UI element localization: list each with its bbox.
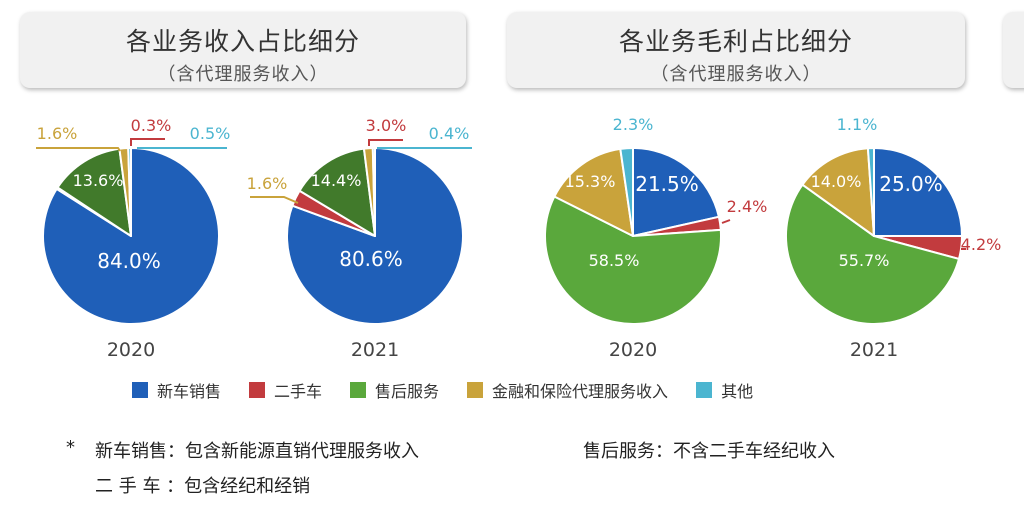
pie-label-2-used-car: 2.4%: [727, 197, 768, 216]
pie-leader-1-used-car: [368, 139, 403, 146]
pie-label-3-after-sales: 55.7%: [839, 251, 890, 270]
pie-slice-2-after-sales: [544, 195, 722, 325]
footnote-after-sales: 售后服务：不含二手车经纪收入: [583, 441, 835, 462]
pie-charts: 84.0% 0.3% 13.6% 1.6% 0.5% 2020 80.6% 3.0% 14.4%…: [36, 115, 1002, 361]
cut-off-title-box: [1003, 12, 1024, 88]
pie-slice-2-other: [619, 147, 634, 237]
year-label-2: 2020: [609, 339, 657, 361]
pie-slice-1-after-sales: [298, 147, 376, 237]
pie-label-1-finance-insurance: 1.6%: [247, 174, 288, 193]
legend-label-finance-insurance: 金融和保险代理服务收入: [492, 382, 669, 401]
pie-label-2-finance-insurance: 15.3%: [565, 172, 616, 191]
pie-label-0-used-car: 0.3%: [131, 116, 172, 135]
pie-slice-2-finance-insurance: [553, 147, 634, 237]
pie-label-1-used-car: 3.0%: [366, 116, 407, 135]
pie-slice-3-finance-insurance: [801, 147, 875, 237]
legend-item-other: 其他: [696, 378, 753, 402]
pie-label-0-other: 0.5%: [190, 124, 231, 143]
legend-item-used-car: 二手车: [249, 378, 322, 402]
pie-label-2-other: 2.3%: [613, 115, 654, 134]
pie-leader-0-used-car: [130, 138, 165, 146]
profit-title-box: 各业务毛利占比细分 （含代理服务收入）: [507, 12, 965, 88]
pie-leader-2-used-car: [721, 219, 731, 224]
legend-item-finance-insurance: 金融和保险代理服务收入: [467, 378, 668, 402]
pie-slice-1-other: [371, 147, 376, 237]
pie-label-0-finance-insurance: 1.6%: [37, 124, 78, 143]
pie-label-0-after-sales: 13.6%: [73, 171, 124, 190]
legend-label-other: 其他: [721, 382, 754, 401]
revenue-panel-subtitle: （含代理服务收入）: [157, 64, 329, 85]
year-label-3: 2021: [850, 339, 898, 361]
pie-label-1-new-car: 80.6%: [339, 247, 403, 271]
pie-label-1-other: 0.4%: [429, 124, 470, 143]
legend-swatch-other: [696, 382, 713, 398]
legend: 新车销售 二手车 售后服务 金融和保险代理服务收入 其他: [132, 378, 781, 402]
pie-slice-3-after-sales: [785, 183, 960, 325]
pie-label-2-new-car: 21.5%: [635, 172, 699, 196]
legend-swatch-after-sales: [350, 382, 367, 398]
profit-panel-title: 各业务毛利占比细分: [618, 27, 853, 56]
legend-item-new-car: 新车销售: [132, 378, 221, 402]
footnote-used-car: 二 手 车 ：包含经纪和经销: [95, 476, 311, 497]
year-label-0: 2020: [107, 339, 155, 361]
pie-slice-0-other: [127, 146, 132, 237]
legend-label-used-car: 二手车: [274, 382, 323, 401]
legend-swatch-used-car: [249, 382, 266, 398]
pie-label-2-after-sales: 58.5%: [589, 251, 640, 270]
footnote-star: *: [66, 437, 75, 458]
revenue-title-box: 各业务收入占比细分 （含代理服务收入）: [20, 12, 466, 88]
year-label-1: 2021: [351, 339, 399, 361]
pie-label-1-after-sales: 14.4%: [311, 171, 362, 190]
footnote-new-car: 新车销售：包含新能源直销代理服务收入: [95, 441, 419, 462]
legend-label-after-sales: 售后服务: [375, 382, 440, 401]
revenue-panel-title: 各业务收入占比细分: [125, 27, 360, 56]
pie-leader-0-finance-insurance: [36, 147, 121, 152]
profit-panel-subtitle: （含代理服务收入）: [650, 64, 822, 85]
legend-swatch-new-car: [132, 382, 148, 398]
pie-slice-3-other: [866, 146, 875, 237]
legend-label-new-car: 新车销售: [157, 382, 222, 401]
pie-leader-1-finance-insurance: [250, 196, 299, 204]
pie-slice-3-new-car: [873, 147, 963, 237]
legend-swatch-finance-insurance: [467, 382, 484, 398]
pie-slice-2-new-car: [632, 147, 720, 237]
legend-item-after-sales: 售后服务: [350, 378, 439, 402]
pie-label-3-finance-insurance: 14.0%: [811, 172, 862, 191]
pie-label-0-new-car: 84.0%: [97, 249, 161, 273]
pie-label-3-used-car: 4.2%: [961, 235, 1002, 254]
pie-label-3-other: 1.1%: [837, 115, 878, 134]
pie-label-3-new-car: 25.0%: [879, 172, 943, 196]
pie-slice-0-after-sales: [56, 147, 132, 237]
